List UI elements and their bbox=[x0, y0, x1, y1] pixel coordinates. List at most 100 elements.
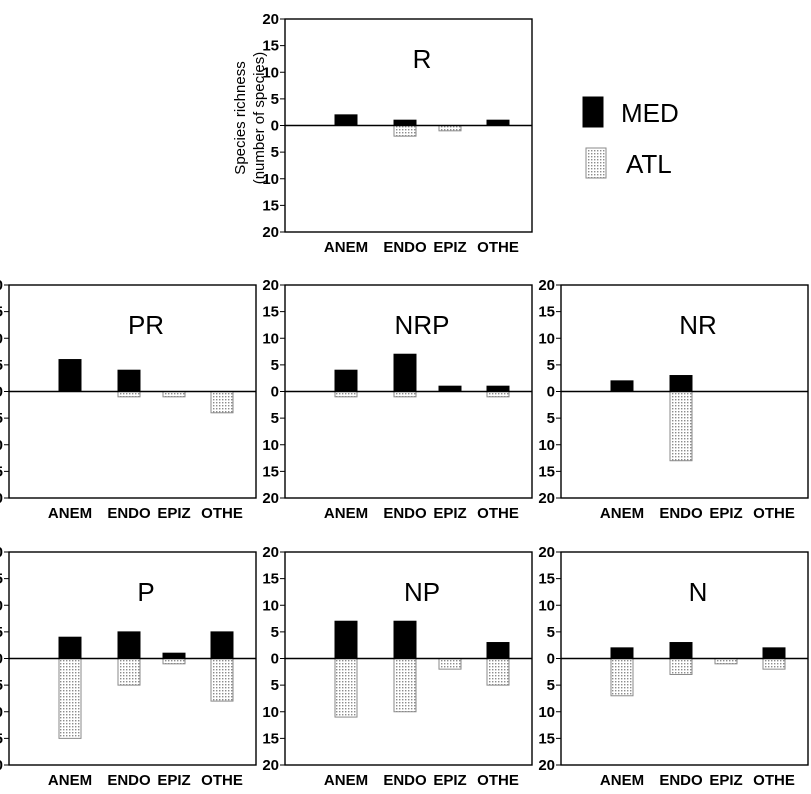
x-tick-label: EPIZ bbox=[433, 772, 466, 789]
bar-atl-othe bbox=[486, 658, 510, 686]
x-tick-label: OTHE bbox=[477, 772, 519, 789]
panel-r: 20 15 10 5 0 5 10 15 20 ANEM ENDO EPIZ OTHE R bbox=[262, 11, 533, 256]
x-tick-label: OTHE bbox=[201, 505, 243, 522]
bar-med-endo bbox=[117, 369, 141, 393]
bar-med-othe bbox=[762, 647, 786, 659]
y-axis-label-line-2: (number of species) bbox=[251, 52, 268, 185]
legend-item-atl: ATL bbox=[585, 147, 672, 179]
y-tick-label: 15 bbox=[0, 463, 3, 480]
x-tick-label: ENDO bbox=[107, 505, 151, 522]
bar-atl-endo bbox=[393, 658, 417, 713]
panel-pr: 20 15 10 5 0 5 10 15 20 ANEM ENDO EPIZ OTHE PR bbox=[0, 277, 257, 522]
bar-med-endo bbox=[393, 353, 417, 393]
y-tick-label: 15 bbox=[262, 304, 279, 321]
x-tick-label: ENDO bbox=[107, 772, 151, 789]
y-tick-label: 10 bbox=[538, 597, 555, 614]
x-tick-label: ENDO bbox=[659, 772, 703, 789]
bar-med-othe bbox=[486, 642, 510, 660]
y-tick-label: 5 bbox=[271, 624, 279, 641]
y-tick-label: 0 bbox=[271, 118, 279, 135]
y-tick-label: 15 bbox=[262, 730, 279, 747]
bar-atl-othe bbox=[210, 658, 234, 702]
y-tick-label: 15 bbox=[538, 571, 555, 588]
y-tick-label: 5 bbox=[0, 357, 3, 374]
panel-title: R bbox=[413, 44, 432, 74]
y-tick-label: 15 bbox=[262, 38, 279, 55]
bar-atl-anem bbox=[58, 658, 82, 739]
x-tick-label: EPIZ bbox=[157, 772, 190, 789]
y-tick-label: 15 bbox=[0, 730, 3, 747]
legend: MED ATL bbox=[582, 96, 679, 179]
x-tick-label: OTHE bbox=[477, 239, 519, 256]
x-tick-label: ANEM bbox=[48, 505, 92, 522]
x-tick-label: EPIZ bbox=[157, 505, 190, 522]
bar-med-anem bbox=[334, 620, 358, 659]
y-tick-label: 0 bbox=[547, 651, 555, 668]
panel-title: NP bbox=[404, 577, 440, 607]
bar-atl-endo bbox=[117, 658, 141, 686]
bar-med-anem bbox=[334, 369, 358, 393]
y-tick-label: 20 bbox=[262, 490, 279, 507]
y-tick-label: 20 bbox=[0, 490, 3, 507]
bar-atl-endo bbox=[393, 125, 417, 137]
y-tick-label: 10 bbox=[538, 330, 555, 347]
bar-atl-anem bbox=[334, 658, 358, 718]
bar-med-anem bbox=[610, 647, 634, 659]
y-tick-label: 20 bbox=[262, 11, 279, 28]
x-tick-label: ENDO bbox=[659, 505, 703, 522]
y-tick-label: 10 bbox=[262, 330, 279, 347]
bar-atl-endo bbox=[669, 658, 693, 675]
panel-nr: 20 15 10 5 0 5 10 15 20 ANEM ENDO EPIZ OTHE NR bbox=[538, 277, 809, 522]
panel-title: NRP bbox=[395, 310, 450, 340]
x-tick-label: EPIZ bbox=[433, 505, 466, 522]
y-tick-label: 10 bbox=[538, 704, 555, 721]
bar-med-endo bbox=[669, 375, 693, 392]
x-tick-label: ENDO bbox=[383, 772, 427, 789]
panel-n: 20 15 10 5 0 5 10 15 20 ANEM ENDO EPIZ OTHE N bbox=[538, 544, 809, 789]
bar-med-endo bbox=[117, 631, 141, 659]
bar-atl-endo bbox=[669, 391, 693, 462]
y-tick-label: 20 bbox=[0, 277, 3, 294]
y-tick-label: 10 bbox=[538, 437, 555, 454]
y-tick-label: 5 bbox=[0, 677, 3, 694]
x-tick-label: ENDO bbox=[383, 505, 427, 522]
y-tick-label: 10 bbox=[262, 437, 279, 454]
bar-med-anem bbox=[58, 636, 82, 660]
bar-med-endo bbox=[669, 642, 693, 660]
panels: 20 15 10 5 0 5 10 15 20 ANEM ENDO EPIZ OTHE R 20 15 10 5 0… bbox=[0, 11, 809, 789]
bar-med-anem bbox=[334, 114, 358, 126]
y-tick-label: 5 bbox=[271, 677, 279, 694]
legend-swatch-med bbox=[582, 96, 604, 128]
y-tick-label: 5 bbox=[547, 410, 555, 427]
panel-nrp: 20 15 10 5 0 5 10 15 20 ANEM ENDO EPIZ OTHE NRP bbox=[262, 277, 533, 522]
panel-title: NR bbox=[679, 310, 717, 340]
legend-swatch-atl bbox=[585, 147, 607, 179]
bar-med-othe bbox=[210, 631, 234, 659]
y-tick-label: 5 bbox=[547, 624, 555, 641]
legend-label-med: MED bbox=[621, 98, 679, 128]
legend-item-med: MED bbox=[582, 96, 679, 128]
y-tick-label: 10 bbox=[0, 330, 3, 347]
y-tick-label: 0 bbox=[271, 651, 279, 668]
y-tick-label: 0 bbox=[547, 384, 555, 401]
y-tick-label: 5 bbox=[271, 144, 279, 161]
x-tick-label: OTHE bbox=[201, 772, 243, 789]
x-tick-label: ANEM bbox=[600, 772, 644, 789]
y-tick-label: 0 bbox=[0, 384, 3, 401]
y-tick-label: 15 bbox=[262, 197, 279, 214]
y-tick-label: 5 bbox=[547, 677, 555, 694]
y-tick-label: 5 bbox=[547, 357, 555, 374]
x-tick-label: OTHE bbox=[477, 505, 519, 522]
x-tick-label: ANEM bbox=[48, 772, 92, 789]
y-tick-label: 20 bbox=[0, 757, 3, 774]
y-tick-label: 15 bbox=[262, 571, 279, 588]
panel-title: PR bbox=[128, 310, 164, 340]
y-tick-label: 5 bbox=[0, 410, 3, 427]
y-tick-label: 10 bbox=[262, 597, 279, 614]
x-tick-label: OTHE bbox=[753, 505, 795, 522]
y-tick-label: 20 bbox=[0, 544, 3, 561]
y-tick-label: 20 bbox=[538, 757, 555, 774]
legend-label-atl: ATL bbox=[626, 149, 672, 179]
y-tick-label: 5 bbox=[271, 91, 279, 108]
